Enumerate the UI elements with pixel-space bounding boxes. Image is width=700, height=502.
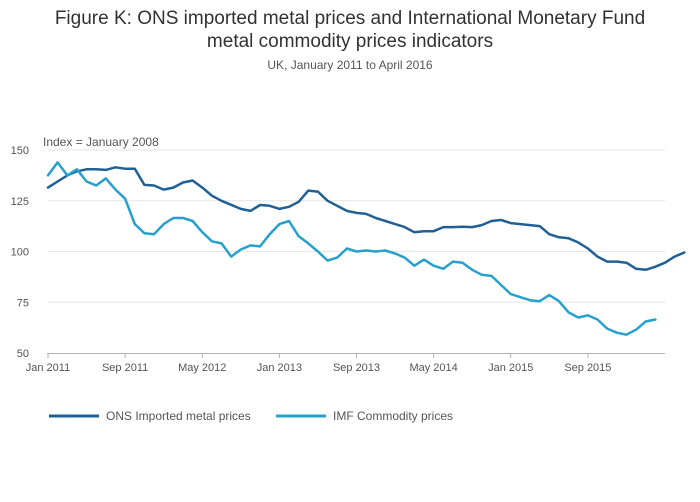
y-tick-label-125: 125 [11, 196, 29, 208]
series-line-ons-imported-metal-prices [46, 166, 686, 272]
axes: 50 75 100 125 150 Jan 2011 Sep 2011 May 2012 Jan… [11, 145, 665, 374]
x-tick-label: May 2014 [409, 362, 457, 374]
legend-label: IMF Commodity prices [333, 409, 453, 423]
legend-label: ONS Imported metal prices [106, 409, 251, 423]
x-tick-label: Jan 2015 [488, 362, 533, 374]
x-tick-label: Sep 2013 [333, 362, 380, 374]
x-tick-label: May 2012 [178, 362, 226, 374]
legend: ONS Imported metal prices IMF Commodity p… [49, 409, 453, 423]
chart-subtitle: UK, January 2011 to April 2016 [267, 58, 433, 72]
series-lines [46, 161, 686, 336]
chart-title: Figure K: ONS imported metal prices and … [0, 7, 700, 53]
x-tick-label: Sep 2011 [102, 362, 148, 374]
chart-title-line-1: Figure K: ONS imported metal prices and … [54, 8, 646, 29]
y-tick-label-100: 100 [11, 247, 29, 259]
x-tick-label: Sep 2015 [564, 362, 611, 374]
y-axis-unit-label: Index = January 2008 [43, 135, 159, 149]
x-tick-label: Jan 2013 [257, 362, 302, 374]
x-tick-label: Jan 2011 [26, 362, 70, 374]
gridlines [48, 149, 665, 303]
y-tick-label-75: 75 [17, 297, 29, 309]
y-tick-label-50: 50 [17, 348, 29, 360]
y-tick-label-150: 150 [11, 145, 29, 157]
series-line-imf-commodity-prices [46, 161, 657, 336]
chart-title-line-2: metal commodity prices indicators [206, 31, 494, 52]
